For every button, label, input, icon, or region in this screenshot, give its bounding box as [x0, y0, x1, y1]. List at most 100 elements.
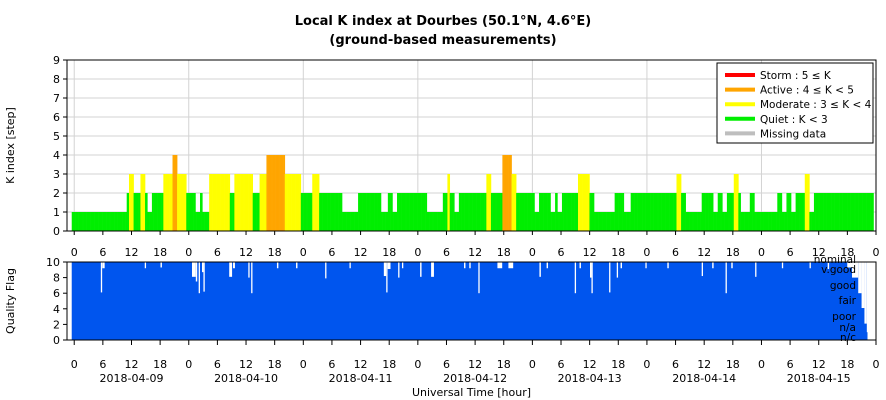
k-bar — [470, 193, 472, 231]
k-xtick-label: 12 — [124, 246, 138, 259]
k-bar — [842, 193, 845, 231]
k-xtick-label: 0 — [185, 246, 192, 259]
k-bar — [737, 174, 739, 231]
k-bar — [145, 193, 147, 231]
k-bar — [451, 193, 454, 231]
k-bar — [653, 193, 656, 231]
k-bar — [619, 193, 621, 231]
q-dip — [781, 262, 784, 269]
k-bar — [733, 174, 736, 231]
k-bar — [422, 193, 424, 231]
k-bar — [818, 193, 820, 231]
k-bar — [95, 212, 98, 231]
q-xtick-label: 18 — [153, 358, 167, 371]
k-bar — [296, 174, 298, 231]
k-bar — [356, 212, 359, 231]
k-bar — [252, 193, 255, 231]
k-bar — [334, 193, 336, 231]
k-bar — [630, 193, 633, 231]
k-bar — [671, 193, 674, 231]
k-bar — [871, 193, 873, 231]
k-bar — [815, 193, 817, 231]
k-bar — [225, 174, 227, 231]
k-bar — [321, 193, 323, 231]
k-bar — [177, 174, 179, 231]
k-bar — [267, 155, 270, 231]
k-bar — [146, 193, 148, 231]
k-bar — [138, 193, 140, 231]
k-xtick-label: 6 — [558, 246, 565, 259]
k-bar — [374, 193, 376, 231]
k-bar — [164, 174, 166, 231]
k-bar — [489, 174, 492, 231]
q-dip — [401, 262, 404, 269]
k-bar — [692, 212, 694, 231]
k-xtick-label: 12 — [583, 246, 597, 259]
q-ytick-label: 6 — [53, 287, 60, 300]
k-bar — [615, 193, 618, 231]
k-bar — [435, 212, 438, 231]
k-bar — [114, 212, 116, 231]
k-bar — [77, 212, 79, 231]
k-bar — [713, 212, 715, 231]
k-bar — [408, 193, 410, 231]
k-bar — [810, 212, 812, 231]
q-dip — [276, 262, 279, 269]
k-bar — [835, 193, 838, 231]
k-bar — [773, 212, 776, 231]
k-bar — [224, 174, 226, 231]
k-bar — [697, 212, 699, 231]
k-bar — [216, 174, 218, 231]
q-ytick-label: 8 — [53, 272, 60, 285]
k-bar — [786, 193, 788, 231]
k-bars — [71, 155, 874, 231]
q-dip — [383, 262, 387, 277]
k-bar — [788, 193, 791, 231]
k-bar — [169, 174, 171, 231]
k-bar — [429, 212, 431, 231]
k-bar — [502, 155, 504, 231]
k-bar — [490, 193, 493, 231]
k-bar — [450, 193, 453, 231]
k-bar — [284, 174, 287, 231]
k-bar — [463, 193, 465, 231]
k-bar — [358, 193, 360, 231]
k-bar — [74, 212, 76, 231]
k-bar — [807, 174, 809, 231]
k-bar — [765, 212, 768, 231]
k-bar — [687, 212, 690, 231]
k-bar — [380, 212, 383, 231]
k-bar — [531, 193, 533, 231]
k-bar — [724, 212, 727, 231]
k-bar — [584, 174, 587, 231]
k-bar — [552, 212, 555, 231]
k-bar — [394, 212, 397, 231]
k-bar — [668, 193, 670, 231]
k-bar — [657, 193, 659, 231]
k-bar — [254, 193, 257, 231]
legend: Storm : 5 ≤ K Active : 4 ≤ K < 5 Moderate … — [716, 62, 874, 144]
k-bar — [796, 193, 799, 231]
k-xtick-label: 18 — [268, 246, 282, 259]
k-bar — [745, 212, 747, 231]
k-bar — [794, 212, 796, 231]
k-bar — [72, 212, 75, 231]
k-bar — [364, 193, 367, 231]
k-bar — [371, 193, 374, 231]
k-xtick-label: 12 — [468, 246, 482, 259]
k-xtick-label: 18 — [382, 246, 396, 259]
k-bar — [809, 212, 811, 231]
q-flag-label: nominal — [814, 254, 856, 266]
k-bar — [715, 212, 717, 231]
k-bar — [226, 174, 228, 231]
k-bar — [827, 193, 830, 231]
k-bar — [312, 174, 314, 231]
k-bar — [829, 193, 832, 231]
q-plot-frame — [66, 261, 877, 341]
k-bar — [700, 212, 702, 231]
k-bar — [608, 212, 611, 231]
k-bar — [277, 155, 280, 231]
k-bar — [265, 174, 267, 231]
k-bar — [684, 193, 686, 231]
k-bar — [857, 193, 859, 231]
